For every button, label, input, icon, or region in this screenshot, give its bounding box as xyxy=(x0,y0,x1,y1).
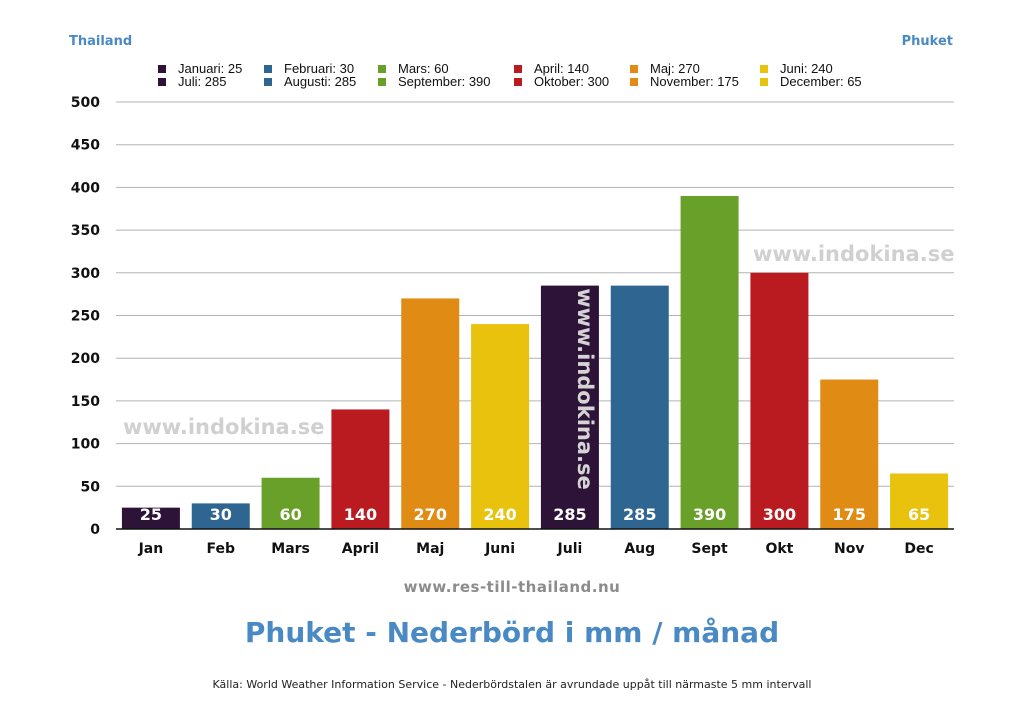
legend-swatch xyxy=(378,65,386,73)
bar-value-label: 240 xyxy=(483,505,516,524)
y-tick-label: 100 xyxy=(71,437,100,453)
legend-swatch xyxy=(158,65,166,73)
y-tick-label: 300 xyxy=(71,266,100,282)
x-tick-label: Maj xyxy=(416,541,444,557)
legend-label: Maj: 270 xyxy=(650,61,700,76)
legend-label: Februari: 30 xyxy=(284,61,355,76)
legend-swatch xyxy=(264,78,272,86)
bar-value-label: 25 xyxy=(140,505,162,524)
watermark-right: www.indokina.se xyxy=(753,242,954,266)
x-tick-label: Okt xyxy=(765,541,793,557)
source-note: Källa: World Weather Information Service… xyxy=(212,678,812,691)
legend-label: Augusti: 285 xyxy=(284,74,357,89)
y-tick-label: 250 xyxy=(71,309,100,325)
legend-swatch xyxy=(630,65,638,73)
bar-feb xyxy=(191,503,250,529)
bar-aug xyxy=(610,285,669,529)
bar-juni xyxy=(471,324,530,529)
bar-jan xyxy=(121,507,180,529)
x-tick-label: Sept xyxy=(691,541,728,557)
legend-label: Januari: 25 xyxy=(178,61,243,76)
legend-swatch xyxy=(760,65,768,73)
legend-swatch xyxy=(514,65,522,73)
x-tick-label: Juni xyxy=(484,541,515,557)
footer-url: www.res-till-thailand.nu xyxy=(403,578,621,596)
bar-nov xyxy=(820,379,879,529)
y-tick-label: 200 xyxy=(71,351,100,367)
bar-value-label: 60 xyxy=(279,505,301,524)
bar-value-label: 390 xyxy=(693,505,726,524)
legend-label: Mars: 60 xyxy=(398,61,449,76)
bar-value-label: 285 xyxy=(623,505,656,524)
y-tick-label: 400 xyxy=(71,180,100,196)
header-city: Phuket xyxy=(901,34,953,49)
legend-label: April: 140 xyxy=(534,61,589,76)
bar-value-label: 270 xyxy=(414,505,447,524)
chart-title: Phuket - Nederbörd i mm / månad xyxy=(244,616,780,649)
legend-swatch xyxy=(378,78,386,86)
x-tick-label: Juli xyxy=(557,541,583,557)
legend-swatch xyxy=(158,78,166,86)
bar-value-label: 30 xyxy=(210,505,232,524)
y-tick-label: 450 xyxy=(71,138,100,154)
x-tick-label: Nov xyxy=(834,541,864,557)
bar-dec xyxy=(890,473,949,529)
x-tick-label: Feb xyxy=(206,541,235,557)
x-tick-label: Dec xyxy=(904,541,933,557)
header-country: Thailand xyxy=(69,34,133,49)
y-tick-label: 150 xyxy=(71,394,100,410)
watermark-left: www.indokina.se xyxy=(123,415,324,439)
bar-april xyxy=(331,409,390,529)
y-tick-label: 500 xyxy=(71,95,100,111)
legend-label: November: 175 xyxy=(650,74,739,89)
legend-label: Oktober: 300 xyxy=(534,74,610,89)
x-tick-label: Mars xyxy=(271,541,310,557)
legend-swatch xyxy=(630,78,638,86)
legend-label: September: 390 xyxy=(398,74,491,89)
bar-value-label: 300 xyxy=(763,505,796,524)
bar-sept xyxy=(680,195,739,529)
y-tick-label: 50 xyxy=(81,479,101,495)
legend-swatch xyxy=(264,65,272,73)
legend-label: Juli: 285 xyxy=(178,74,227,89)
legend-swatch xyxy=(760,78,768,86)
watermark-vertical: www.indokina.se xyxy=(573,288,597,489)
y-tick-label: 350 xyxy=(71,223,100,239)
bar-juli xyxy=(540,285,599,529)
bar-value-label: 285 xyxy=(553,505,586,524)
legend-swatch xyxy=(514,78,522,86)
bar-value-label: 65 xyxy=(908,505,930,524)
precipitation-bar-chart: 0 50 100 150 200 250 300 350 400 450 500 www.indoki… xyxy=(71,95,955,557)
bar-mars xyxy=(261,477,320,529)
x-tick-label: April xyxy=(342,541,379,557)
legend-label: Juni: 240 xyxy=(780,61,833,76)
bar-maj xyxy=(401,298,460,529)
bar-value-label: 175 xyxy=(833,505,866,524)
x-tick-label: Aug xyxy=(624,541,655,557)
bar-value-label: 140 xyxy=(344,505,377,524)
x-tick-label: Jan xyxy=(138,541,164,557)
y-tick-label: 0 xyxy=(90,522,100,538)
bar-okt xyxy=(750,272,809,529)
legend-label: December: 65 xyxy=(780,74,862,89)
